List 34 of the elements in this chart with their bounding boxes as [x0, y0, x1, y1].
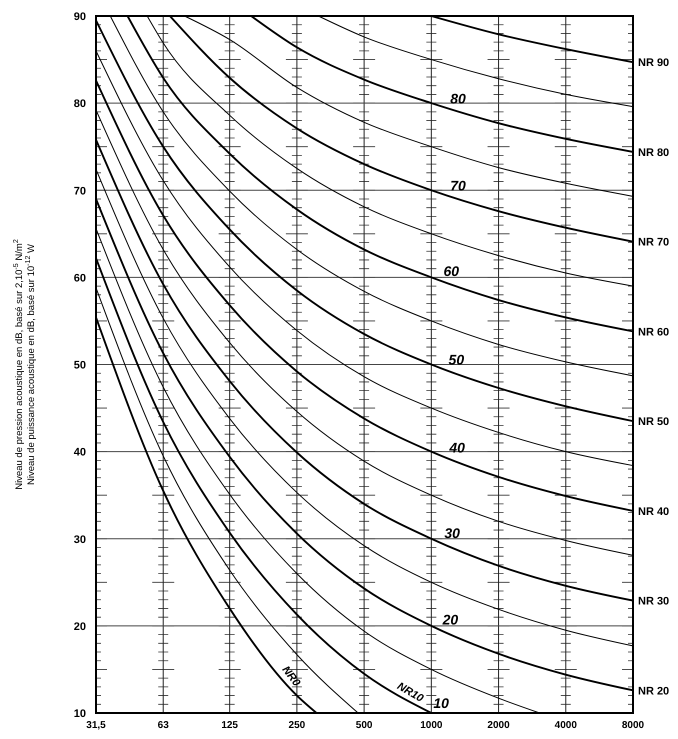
x-tick-label: 63: [158, 720, 170, 731]
annotation: 50: [448, 352, 464, 368]
y-tick-label: 90: [74, 11, 86, 23]
series-label: NR 40: [638, 506, 670, 518]
y-tick-label: 20: [74, 620, 86, 633]
x-tick-label: 1000: [420, 720, 443, 731]
y-tick-label: 10: [74, 708, 86, 720]
series-label: NR 50: [638, 416, 670, 428]
annotation: 60: [443, 262, 460, 279]
series-label: NR 20: [638, 685, 670, 698]
y-tick-label: 60: [74, 272, 86, 284]
series-label: NR 30: [638, 596, 670, 608]
annotation: 80: [450, 90, 466, 106]
annotation: 20: [442, 611, 458, 628]
y-tick-label: 50: [74, 360, 86, 372]
series-label: NR 90: [638, 57, 670, 70]
x-tick-label: 2000: [487, 720, 510, 731]
x-tick-label: 125: [221, 720, 238, 731]
x-tick-label: 4000: [554, 720, 578, 731]
series-label: NR 80: [638, 146, 670, 159]
series-label: NR 70: [638, 236, 670, 249]
y-tick-label: 30: [74, 534, 86, 546]
annotation: 70: [450, 177, 466, 194]
x-tick-label: 250: [288, 720, 306, 731]
text: NR10: [395, 680, 426, 706]
x-tick-label: 31,5: [86, 720, 106, 731]
x-tick-label: 8000: [622, 720, 645, 731]
y-tick-label: 80: [74, 98, 86, 110]
annotation: 10: [433, 695, 450, 711]
series-label: NR 60: [638, 326, 670, 338]
x-tick-label: 500: [356, 720, 373, 731]
annotation: 30: [444, 525, 460, 542]
y-tick-label: 70: [74, 185, 86, 198]
y-tick-label: 40: [74, 446, 86, 459]
